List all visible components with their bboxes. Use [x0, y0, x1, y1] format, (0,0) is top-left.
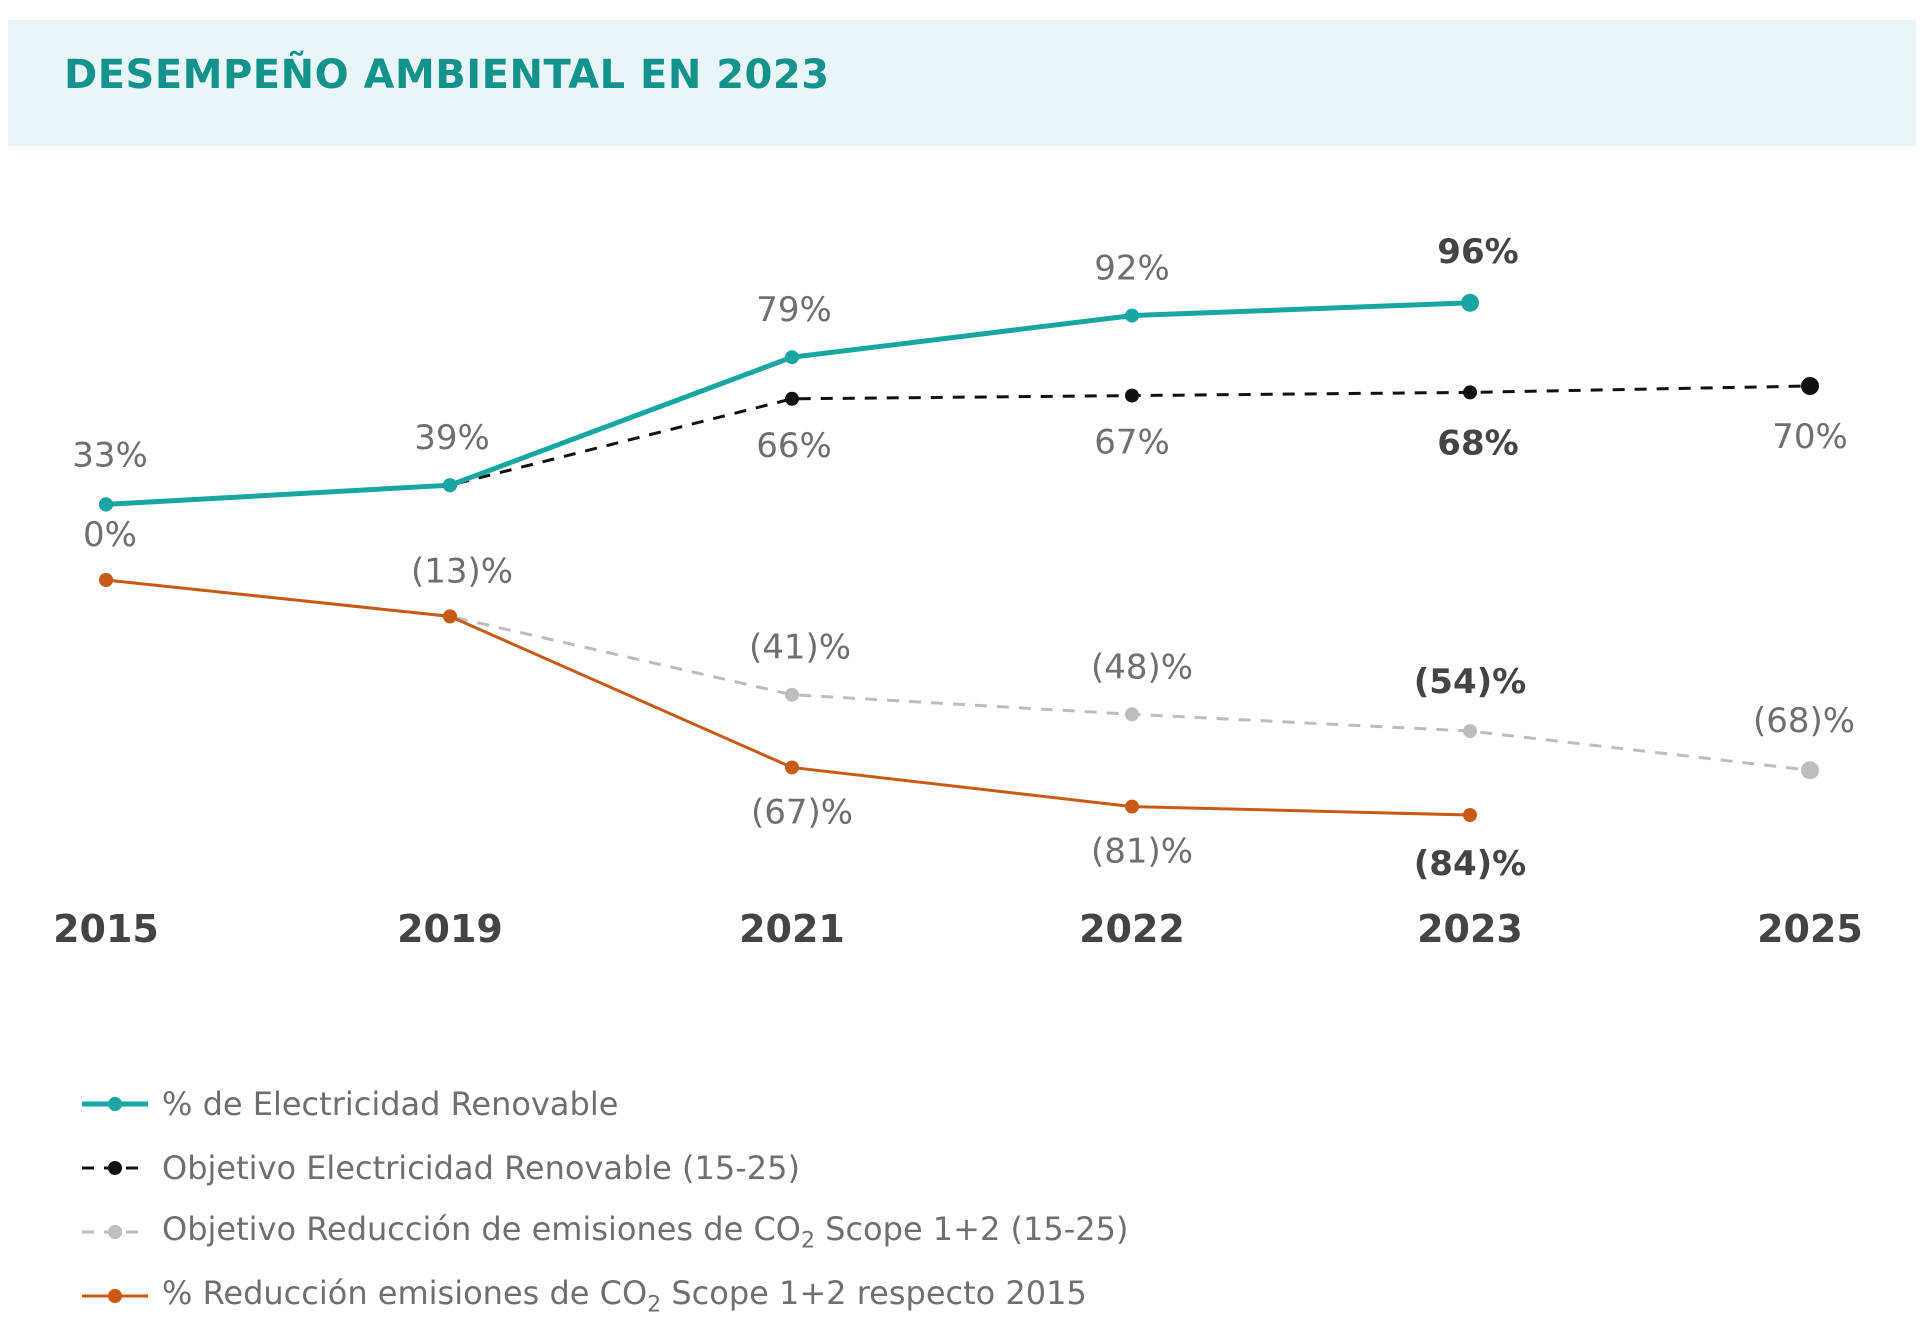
data-label-reduccion_co2-2023: (84)%: [1414, 844, 1526, 884]
data-label-renovable-2022: 92%: [1094, 249, 1170, 289]
legend-label-objetivo-renovable: Objetivo Electricidad Renovable (15-25): [162, 1149, 800, 1187]
data-point-objetivo_renovable-2025: [1801, 377, 1819, 395]
series-line-objetivo_renovable: [105, 384, 1811, 506]
legend-swatch-objetivo-co2: [82, 1225, 148, 1239]
legend-label-objetivo-co2: Objetivo Reducción de emisiones de CO2 S…: [162, 1210, 1128, 1253]
legend-label-reduccion-co2-sub: 2: [647, 1292, 662, 1318]
data-point-reduccion_co2-2023: [1463, 808, 1477, 822]
chart-title: DESEMPEÑO AMBIENTAL EN 2023: [64, 52, 830, 98]
data-point-objetivo_renovable-2022: [1125, 388, 1139, 403]
data-label-objetivo_co2-2025: (68)%: [1753, 701, 1855, 741]
data-point-objetivo_co2-2022: [1125, 707, 1139, 722]
data-label-objetivo_renovable-2015: 33%: [72, 435, 148, 475]
legend-label-objetivo-co2-pre: Objetivo Reducción de emisiones de CO: [162, 1210, 801, 1249]
data-label-objetivo_renovable-2019: 39%: [414, 418, 490, 458]
data-label-reduccion_co2-2021: (67)%: [751, 792, 853, 832]
data-point-renovable-2023: [1461, 293, 1479, 312]
series-line-objetivo_co2: [105, 578, 1811, 772]
data-label-objetivo_co2-2023: (54)%: [1414, 662, 1526, 702]
legend-item-renovable[interactable]: % de Electricidad Renovable: [80, 1072, 1128, 1136]
legend-item-objetivo-renovable[interactable]: Objetivo Electricidad Renovable (15-25): [80, 1136, 1128, 1200]
legend-swatch-reduccion-co2: [82, 1289, 148, 1303]
data-label-objetivo_co2-2022: (48)%: [1091, 647, 1193, 687]
data-point-objetivo_co2-2025: [1801, 761, 1819, 780]
x-tick-label-2025: 2025: [1757, 907, 1863, 951]
legend-label-reduccion-co2: % Reducción emisiones de CO2 Scope 1+2 r…: [162, 1274, 1087, 1317]
data-point-renovable-2022: [1125, 308, 1139, 323]
data-label-reduccion_co2-2015: 0%: [83, 515, 137, 555]
data-point-objetivo_renovable-2021: [785, 391, 799, 406]
data-point-renovable-2019: [443, 478, 457, 493]
data-point-renovable-2015: [99, 497, 113, 512]
data-point-objetivo_co2-2021: [785, 687, 799, 702]
legend-label-renovable: % de Electricidad Renovable: [162, 1085, 619, 1123]
x-tick-label-2021: 2021: [739, 907, 845, 951]
data-label-objetivo_renovable-2025: 70%: [1772, 417, 1848, 457]
line-chart: (41)% (48)% (54)% (68)% 0% (13)% (67)% (81)% (84…: [53, 232, 1863, 951]
data-label-reduccion_co2-2022: (81)%: [1091, 832, 1193, 872]
legend-label-objetivo-co2-sub: 2: [800, 1228, 815, 1254]
data-label-objetivo_co2-2021: (41)%: [749, 628, 851, 668]
legend-swatch-renovable: [82, 1097, 148, 1111]
data-label-reduccion_co2-2019: (13)%: [411, 551, 513, 591]
data-label-objetivo_renovable-2023: 68%: [1437, 423, 1518, 463]
chart-header: DESEMPEÑO AMBIENTAL EN 2023: [8, 20, 1916, 146]
data-point-reduccion_co2-2022: [1125, 799, 1139, 814]
data-point-reduccion_co2-2021: [785, 760, 799, 775]
data-label-objetivo_renovable-2021: 66%: [756, 426, 832, 466]
data-label-objetivo_renovable-2022: 67%: [1094, 423, 1170, 463]
legend-item-reduccion-co2[interactable]: % Reducción emisiones de CO2 Scope 1+2 r…: [80, 1264, 1128, 1328]
data-label-renovable-2021: 79%: [756, 290, 832, 330]
legend-item-objetivo-co2[interactable]: Objetivo Reducción de emisiones de CO2 S…: [80, 1200, 1128, 1264]
legend-label-reduccion-co2-pre: % Reducción emisiones de CO: [162, 1274, 648, 1313]
x-tick-label-2015: 2015: [53, 907, 159, 951]
chart-legend: % de Electricidad Renovable Objetivo Ele…: [80, 1072, 1128, 1328]
data-point-reduccion_co2-2019: [443, 609, 457, 624]
x-tick-label-2019: 2019: [397, 907, 503, 951]
legend-label-objetivo-co2-post: Scope 1+2 (15-25): [814, 1210, 1129, 1249]
data-point-objetivo_co2-2023: [1463, 724, 1477, 739]
legend-swatch-objetivo-renovable: [82, 1161, 148, 1175]
x-tick-label-2022: 2022: [1079, 907, 1185, 951]
data-point-reduccion_co2-2015: [99, 573, 113, 587]
legend-label-reduccion-co2-post: Scope 1+2 respecto 2015: [661, 1274, 1087, 1313]
data-point-objetivo_renovable-2023: [1463, 385, 1477, 400]
data-point-renovable-2021: [785, 350, 799, 365]
x-tick-label-2023: 2023: [1417, 907, 1523, 951]
data-label-renovable-2023: 96%: [1437, 232, 1518, 272]
